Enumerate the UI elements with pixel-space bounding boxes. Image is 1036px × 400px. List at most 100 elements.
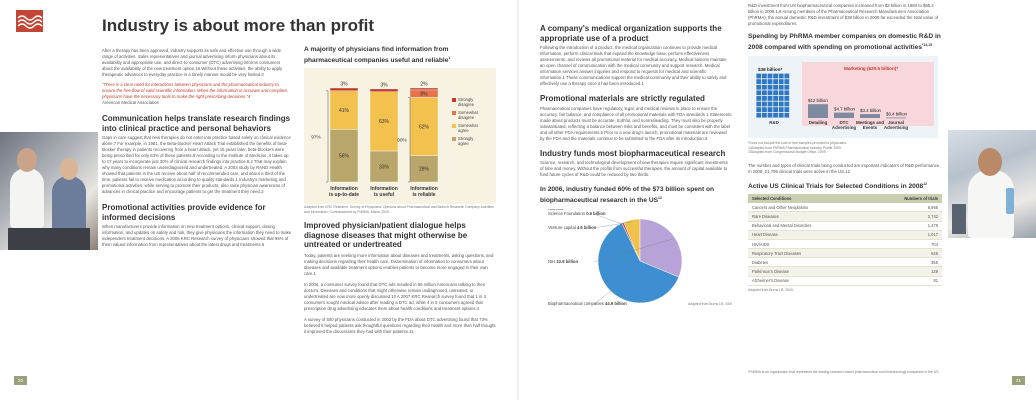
- rd-block: [767, 107, 773, 113]
- rd-block: [784, 96, 790, 101]
- legend-label: Strongly: [458, 136, 474, 141]
- section-heading-regulated: Promotional materials are strictly regul…: [540, 94, 705, 103]
- rd-block: [762, 84, 767, 90]
- bar-segment: [409, 87, 439, 91]
- legend-label: agree: [458, 141, 469, 146]
- category-label: Advertising: [884, 125, 908, 130]
- data-label: 33%: [379, 164, 390, 170]
- rd-block: [773, 112, 778, 118]
- rd-block: [756, 101, 762, 107]
- category-label: R&D: [769, 120, 779, 125]
- rd-block: [762, 107, 767, 113]
- spending-heading: Spending by PhRMA member companies on do…: [748, 33, 941, 52]
- research-funding-pie-chart: NationalScience Foundation 0.6 billion Ve…: [548, 209, 732, 306]
- pie-label: NIH 22.8 billion: [548, 259, 578, 264]
- bar-segment: [409, 155, 439, 183]
- rd-block: [767, 101, 773, 107]
- data-label: 56%: [339, 154, 350, 160]
- section-heading-dialogue: Improved physician/patient dialogue help…: [304, 221, 468, 250]
- chart-heading-physicians: A majority of physicians find informatio…: [304, 46, 451, 65]
- clinical-trials-paragraph: The number and types of clinical trials …: [748, 162, 941, 174]
- page-number-left: 20: [14, 376, 27, 385]
- rd-block: [756, 90, 762, 96]
- bar-value-label: $3.4 billion: [860, 108, 882, 113]
- category-label: Journal: [888, 120, 904, 125]
- bracket-line: [408, 97, 411, 183]
- condition-cell: Diabetes: [748, 257, 868, 268]
- rd-block: [767, 79, 773, 85]
- table-row: Behavioral and Mental Disorders 1,479: [748, 221, 942, 231]
- bar-value-label: $12 billion: [808, 98, 828, 103]
- rd-block: [756, 107, 762, 113]
- rd-vs-promotion-chart: Marketing ($20.5 billion)* $38 billion* R&…: [748, 56, 938, 139]
- bar-segment: [329, 129, 359, 183]
- category-label: is useful: [374, 192, 395, 198]
- bar-segment: [329, 87, 359, 92]
- rd-block: [778, 79, 784, 85]
- condition-cell: Parkinson's Disease: [748, 266, 868, 277]
- trials-table-heading: Active US Clinical Trials for Selected C…: [748, 181, 928, 191]
- rd-block: [773, 96, 778, 101]
- section-body-funding: Science, research, and technological dev…: [540, 160, 728, 177]
- data-label: 28%: [419, 167, 430, 173]
- trial-count-cell: 704: [867, 239, 942, 250]
- condition-cell: Cancers and Other Neoplasms: [748, 203, 868, 213]
- rd-block: [778, 84, 784, 90]
- table-row: Cancers and Other Neoplasms 6,956: [748, 203, 942, 213]
- condition-cell: Rare Diseases: [748, 211, 868, 222]
- legend-label: disagree: [458, 102, 475, 107]
- legend-label: Strongly: [458, 97, 474, 102]
- bar-segment: [409, 97, 439, 157]
- section-body-promotional: When manufacturers provide information o…: [102, 224, 292, 247]
- rd-block: [767, 84, 773, 90]
- category-label: Detailing: [809, 120, 828, 125]
- photo-lab-researcher: [948, 130, 1036, 238]
- intro-paragraph: After a therapy has been approved, indus…: [102, 48, 283, 77]
- rd-block: [756, 79, 762, 85]
- rd-block: [767, 96, 773, 101]
- bracket-label: 97%: [311, 135, 321, 141]
- bar-value-label: $0.4 billion: [886, 112, 908, 117]
- pie-heading: In 2006, industry funded 60% of the $73 …: [540, 186, 715, 205]
- table-row: HIV/AIDS 704: [748, 239, 942, 250]
- section-heading-communication: Communication helps translate research f…: [102, 114, 291, 133]
- trial-count-cell: 646: [867, 248, 942, 259]
- spine-divider: [517, 0, 519, 400]
- category-label: Information: [330, 186, 358, 192]
- trials-table-source: Adapted from Burns LR, 2009.: [748, 287, 794, 292]
- data-label: 41%: [339, 108, 350, 114]
- pie-leader-line: [593, 214, 624, 225]
- pie-label: Venture capital 4.6 billion: [548, 225, 597, 230]
- pie-source-note: Adapted from Burns LR, 2009.: [688, 302, 732, 306]
- category-label: DTC: [839, 120, 849, 125]
- category-label: is reliable: [412, 192, 435, 198]
- section-body-dialogue-3: A survey of 500 physicians conducted in …: [304, 316, 496, 334]
- pie-label: Biopharmaceutical companies 44.9 billion: [548, 301, 627, 306]
- condition-cell: Behavioral and Mental Disorders: [748, 221, 868, 231]
- table-row: Diabetes 355: [748, 257, 942, 268]
- legend-label: Somewhat: [458, 110, 479, 115]
- rd-block: [784, 90, 790, 96]
- data-label: 3%: [340, 82, 348, 88]
- marketing-group-label: Marketing ($20.5 billion)*: [844, 66, 898, 71]
- table-row: Parkinson's Disease 129: [748, 266, 942, 277]
- rd-block: [767, 90, 773, 96]
- table-row: Respiratory Tract Diseases 646: [748, 248, 942, 259]
- category-label: Information: [370, 186, 398, 192]
- data-label: 63%: [379, 119, 390, 125]
- bracket-line: [326, 90, 329, 183]
- section-body-communication: Gaps in care suggest that new therapies …: [102, 135, 291, 194]
- pie-label: NationalScience Foundation 0.6 billion: [548, 209, 606, 216]
- spending-footnote-2: 14Adapted from PhRMA Pharmaceutical Indu…: [748, 145, 842, 150]
- rd-block: [778, 73, 784, 79]
- chart-source-note: Adapted from KRC Research, Survey of Phy…: [304, 205, 494, 214]
- data-label: 2%: [420, 82, 428, 88]
- legend-label: agree: [458, 128, 469, 133]
- bar-segment: [369, 88, 399, 93]
- logo-mark: [16, 10, 43, 32]
- legend-swatch: [452, 98, 456, 103]
- rd-block: [756, 73, 762, 79]
- section-body-medical-org: Following the introduction of a product,…: [540, 45, 727, 86]
- ama-quote: "There is a clear need for interactions …: [102, 82, 289, 99]
